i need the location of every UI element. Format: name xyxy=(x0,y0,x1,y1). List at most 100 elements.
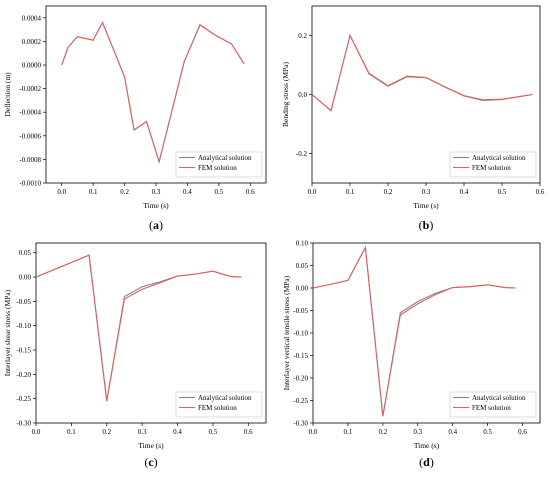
panel-label-open: ( xyxy=(149,218,153,232)
series-line-fem xyxy=(311,33,533,112)
y-axis-label: Bending stress (MPa) xyxy=(281,62,290,127)
y-tick-label: -0.05 xyxy=(16,298,31,306)
x-axis-label: Time (s) xyxy=(138,441,164,450)
y-tick-label: 0.05 xyxy=(296,262,309,270)
y-axis-label: Interlayer vertical tensile stress (MPa) xyxy=(282,275,291,390)
x-axis-label: Time (s) xyxy=(413,201,439,210)
panel-label-close: ) xyxy=(430,455,434,469)
y-tick-label: -0.30 xyxy=(293,420,308,428)
legend-box xyxy=(449,391,537,418)
panel-b: 0.0 0.1 0.2 0.3 0.4 0.5 0.6 -0.2 0.0 0.2 Time (s) B… xyxy=(281,5,545,232)
y-tick-label: -0.0004 xyxy=(19,109,41,117)
y-tick-label: -0.15 xyxy=(293,352,308,360)
x-tick-label: 0.4 xyxy=(183,188,192,196)
y-tick-label: -0.15 xyxy=(16,347,31,355)
x-tick-label: 0.0 xyxy=(308,188,317,196)
panel-label: (c) xyxy=(144,455,157,469)
x-tick-label: 0.1 xyxy=(89,188,98,196)
x-tick-label: 0.3 xyxy=(152,188,161,196)
x-axis-label: Time (s) xyxy=(143,201,169,210)
x-tick-label: 0.2 xyxy=(120,188,129,196)
x-tick-label: 0.5 xyxy=(209,428,218,436)
panel-label-open: ( xyxy=(144,455,148,469)
y-tick-label: 0.2 xyxy=(298,32,307,40)
x-tick-label: 0.0 xyxy=(32,428,41,436)
x-tick-label: 0.2 xyxy=(378,428,387,436)
x-tick-label: 0.6 xyxy=(244,428,253,436)
plot-frame xyxy=(35,242,267,424)
panel-label-open: ( xyxy=(419,218,423,232)
x-tick-label: 0.1 xyxy=(346,188,355,196)
panel-label: (b) xyxy=(419,218,434,232)
y-tick-label: 0.10 xyxy=(296,240,309,248)
x-tick-label: 0.5 xyxy=(483,428,492,436)
series-line-fem xyxy=(312,245,516,417)
x-tick-label: 0.1 xyxy=(344,428,353,436)
series-line-analytical xyxy=(312,245,516,417)
legend-label: FEM solution xyxy=(198,164,237,172)
y-tick-label: 0.00 xyxy=(296,285,309,293)
panel-label-letter: d xyxy=(423,455,430,469)
y-axis-label: Interlayer shear stress (MPa) xyxy=(3,289,12,376)
x-tick-label: 0.1 xyxy=(67,428,76,436)
y-tick-label: 0.0002 xyxy=(22,38,42,46)
y-tick-label: -0.30 xyxy=(16,420,31,428)
x-tick-label: 0.2 xyxy=(384,188,393,196)
y-tick-label: -0.25 xyxy=(293,397,308,405)
x-tick-label: 0.3 xyxy=(138,428,147,436)
y-tick-label: -0.20 xyxy=(16,371,31,379)
y-tick-label: -0.20 xyxy=(293,375,308,383)
panel-c: 0.0 0.1 0.2 0.3 0.4 0.5 0.6 -0.30 -0.25 -0.20 -0.1… xyxy=(3,242,267,469)
y-tick-label: -0.0002 xyxy=(19,85,41,93)
x-tick-label: 0.4 xyxy=(460,188,469,196)
series-line-fem xyxy=(61,21,245,164)
y-tick-label: 0.0004 xyxy=(22,14,42,22)
x-tick-label: 0.6 xyxy=(246,188,255,196)
x-tick-label: 0.3 xyxy=(422,188,431,196)
y-tick-label: -0.0008 xyxy=(19,156,41,164)
x-tick-label: 0.3 xyxy=(413,428,422,436)
panel-label-letter: b xyxy=(423,218,430,232)
legend-label: Analytical solution xyxy=(472,394,526,402)
y-tick-label: 0.00 xyxy=(19,274,32,282)
legend-label: Analytical solution xyxy=(198,394,252,402)
y-tick-label: 0.0000 xyxy=(22,62,42,70)
series-line-analytical xyxy=(35,254,242,402)
x-tick-label: 0.0 xyxy=(57,188,66,196)
x-tick-label: 0.0 xyxy=(309,428,318,436)
panel-label-close: ) xyxy=(429,218,433,232)
legend-box xyxy=(175,151,263,178)
y-axis-label: Deflection (m) xyxy=(3,72,12,117)
legend-box xyxy=(449,151,537,178)
panel-d: 0.0 0.1 0.2 0.3 0.4 0.5 0.6 -0.30 -0.25 -0.20 -0.1… xyxy=(282,240,541,469)
y-tick-label: -0.25 xyxy=(16,395,31,403)
panel-label-letter: c xyxy=(148,455,154,469)
legend-label: FEM solution xyxy=(198,404,237,412)
y-tick-label: -0.10 xyxy=(16,322,31,330)
y-tick-label: -0.0006 xyxy=(19,132,41,140)
y-tick-label: 0.0 xyxy=(298,91,307,99)
panel-label-letter: a xyxy=(153,218,159,232)
series-line-fem xyxy=(35,254,242,402)
x-tick-label: 0.6 xyxy=(536,188,545,196)
y-tick-label: -0.0010 xyxy=(19,180,41,188)
panel-label-close: ) xyxy=(159,218,163,232)
x-tick-label: 0.4 xyxy=(173,428,182,436)
x-tick-label: 0.2 xyxy=(102,428,111,436)
legend-box xyxy=(175,391,263,418)
legend-label: FEM solution xyxy=(472,404,511,412)
panel-a: 0.0 0.1 0.2 0.3 0.4 0.5 0.6 -0.0010 -0.0008 -0.00… xyxy=(3,5,267,232)
x-tick-label: 0.4 xyxy=(448,428,457,436)
x-tick-label: 0.5 xyxy=(214,188,223,196)
y-tick-label: 0.05 xyxy=(19,249,32,257)
panel-label-open: ( xyxy=(419,455,423,469)
panel-label: (d) xyxy=(419,455,434,469)
panel-label-close: ) xyxy=(154,455,158,469)
y-tick-label: -0.2 xyxy=(296,150,308,158)
x-axis-label: Time (s) xyxy=(414,441,440,450)
legend-label: FEM solution xyxy=(472,164,511,172)
legend-label: Analytical solution xyxy=(472,154,526,162)
x-tick-label: 0.6 xyxy=(518,428,527,436)
x-tick-label: 0.5 xyxy=(498,188,507,196)
